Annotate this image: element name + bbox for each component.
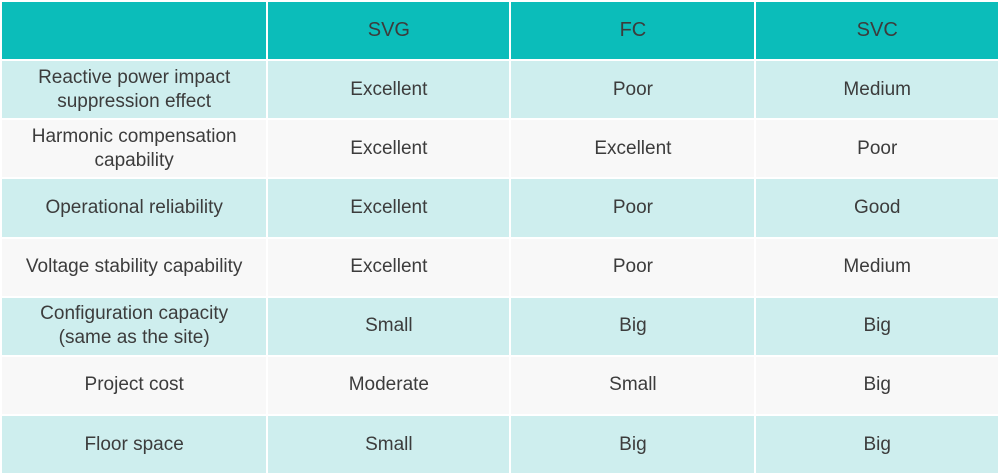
value-cell: Big [511, 415, 755, 473]
value-cell: Excellent [268, 179, 510, 237]
row-label-cell: Harmonic compensation capability [2, 120, 267, 178]
value-cell: Excellent [268, 238, 510, 296]
value-cell: Small [268, 297, 510, 355]
value-cell: Poor [511, 61, 755, 119]
row-label-cell: Project cost [2, 356, 267, 414]
value-cell: Medium [756, 61, 998, 119]
header-row: SVG FC SVC [2, 2, 998, 60]
value-cell: Poor [511, 238, 755, 296]
value-cell: Poor [756, 120, 998, 178]
col-header-svg: SVG [268, 2, 510, 60]
table-row: Project cost Moderate Small Big [2, 356, 998, 414]
table-row: Reactive power impact suppression effect… [2, 61, 998, 119]
value-cell: Big [756, 297, 998, 355]
table-row: Harmonic compensation capability Excelle… [2, 120, 998, 178]
value-cell: Big [756, 415, 998, 473]
table-row: Voltage stability capability Excellent P… [2, 238, 998, 296]
value-cell: Small [268, 415, 510, 473]
row-label-cell: Operational reliability [2, 179, 267, 237]
value-cell: Small [511, 356, 755, 414]
row-label-cell: Voltage stability capability [2, 238, 267, 296]
value-cell: Good [756, 179, 998, 237]
table-row: Operational reliability Excellent Poor G… [2, 179, 998, 237]
table-row: Floor space Small Big Big [2, 415, 998, 473]
row-label-cell: Reactive power impact suppression effect [2, 61, 267, 119]
col-header-svc: SVC [756, 2, 998, 60]
value-cell: Big [756, 356, 998, 414]
corner-header-cell [2, 2, 267, 60]
value-cell: Big [511, 297, 755, 355]
table-row: Configuration capacity (same as the site… [2, 297, 998, 355]
value-cell: Excellent [511, 120, 755, 178]
row-label-cell: Floor space [2, 415, 267, 473]
value-cell: Poor [511, 179, 755, 237]
value-cell: Excellent [268, 120, 510, 178]
value-cell: Moderate [268, 356, 510, 414]
value-cell: Excellent [268, 61, 510, 119]
col-header-fc: FC [511, 2, 755, 60]
value-cell: Medium [756, 238, 998, 296]
row-label-cell: Configuration capacity (same as the site… [2, 297, 267, 355]
